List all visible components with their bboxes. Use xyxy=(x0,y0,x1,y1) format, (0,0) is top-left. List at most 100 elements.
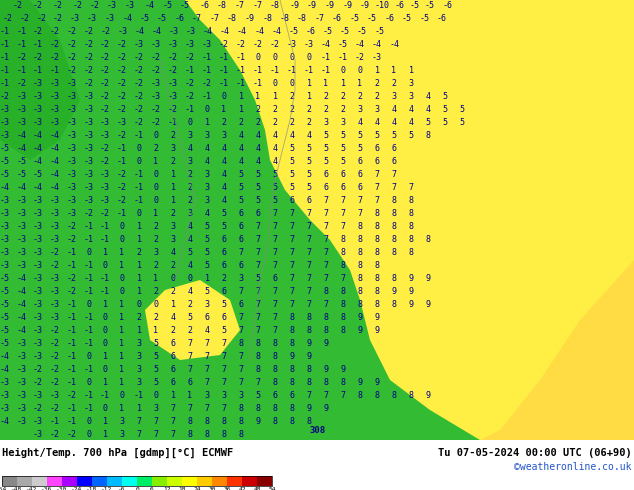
Text: 0: 0 xyxy=(86,377,91,387)
Text: 5: 5 xyxy=(238,170,243,178)
Text: -5: -5 xyxy=(17,170,27,178)
Text: -3: -3 xyxy=(50,299,60,309)
Text: 3: 3 xyxy=(392,92,396,100)
Text: 4: 4 xyxy=(256,156,261,166)
Text: 3: 3 xyxy=(358,104,363,114)
Text: 8: 8 xyxy=(375,209,380,218)
Text: 0: 0 xyxy=(136,209,141,218)
Text: -1: -1 xyxy=(84,365,94,373)
Text: 8: 8 xyxy=(375,261,380,270)
Text: 0: 0 xyxy=(86,299,91,309)
Text: -2: -2 xyxy=(67,287,77,295)
Text: -4: -4 xyxy=(0,365,10,373)
Text: -3: -3 xyxy=(50,104,60,114)
Text: 7: 7 xyxy=(306,299,311,309)
Text: -1: -1 xyxy=(134,196,144,204)
Text: -5: -5 xyxy=(0,339,10,347)
Text: 7: 7 xyxy=(290,235,295,244)
Text: -4: -4 xyxy=(321,40,331,49)
Text: -4: -4 xyxy=(17,130,27,140)
Bar xyxy=(107,476,122,486)
Text: 2: 2 xyxy=(375,92,380,100)
Text: 7: 7 xyxy=(323,261,328,270)
Text: -1: -1 xyxy=(67,377,77,387)
Text: -1: -1 xyxy=(67,416,77,425)
Text: -3: -3 xyxy=(100,182,110,192)
Text: 0: 0 xyxy=(119,221,124,230)
Text: 9: 9 xyxy=(323,404,328,413)
Text: -2: -2 xyxy=(33,365,43,373)
Text: 5: 5 xyxy=(306,170,311,178)
Text: -2: -2 xyxy=(17,52,27,62)
Text: -3: -3 xyxy=(84,170,94,178)
Text: -3: -3 xyxy=(118,26,128,35)
Text: 2: 2 xyxy=(153,261,158,270)
Bar xyxy=(2,476,17,486)
Text: 7: 7 xyxy=(238,313,243,321)
Text: -3: -3 xyxy=(84,156,94,166)
Text: -1: -1 xyxy=(134,130,144,140)
Text: 7: 7 xyxy=(340,391,346,399)
Text: 1: 1 xyxy=(136,325,141,335)
Text: -2: -2 xyxy=(202,78,212,88)
Text: -2: -2 xyxy=(50,261,60,270)
Text: 7: 7 xyxy=(273,299,278,309)
Text: -2: -2 xyxy=(67,235,77,244)
Text: -6: -6 xyxy=(306,26,316,35)
Text: 0: 0 xyxy=(171,273,176,283)
Text: 7: 7 xyxy=(290,299,295,309)
Text: -3: -3 xyxy=(33,273,43,283)
Text: 0: 0 xyxy=(306,52,311,62)
Text: -4: -4 xyxy=(152,26,162,35)
Text: 7: 7 xyxy=(306,261,311,270)
Text: 0: 0 xyxy=(256,52,261,62)
Text: -1: -1 xyxy=(185,66,195,74)
Text: 4: 4 xyxy=(221,144,226,152)
Text: 6: 6 xyxy=(171,339,176,347)
Text: 9: 9 xyxy=(306,339,311,347)
Text: 8: 8 xyxy=(375,391,380,399)
Text: -1: -1 xyxy=(219,66,229,74)
Text: 2: 2 xyxy=(273,104,278,114)
Text: -2: -2 xyxy=(67,430,77,439)
Text: 30: 30 xyxy=(208,487,216,490)
Text: 5: 5 xyxy=(290,144,295,152)
Text: 6: 6 xyxy=(392,144,396,152)
Text: 4: 4 xyxy=(205,209,209,218)
Text: 0: 0 xyxy=(153,299,158,309)
Text: 4: 4 xyxy=(171,247,176,256)
Text: 2: 2 xyxy=(153,313,158,321)
Text: 1: 1 xyxy=(171,391,176,399)
Text: -4: -4 xyxy=(135,26,145,35)
Text: -2: -2 xyxy=(84,209,94,218)
Text: -8: -8 xyxy=(217,0,227,9)
Text: -2: -2 xyxy=(151,104,161,114)
Text: 7: 7 xyxy=(256,299,261,309)
Text: 0: 0 xyxy=(221,92,226,100)
Text: 8: 8 xyxy=(340,313,346,321)
Text: 8: 8 xyxy=(238,404,243,413)
Text: 4: 4 xyxy=(188,287,193,295)
Text: -2: -2 xyxy=(67,221,77,230)
Text: -3: -3 xyxy=(50,209,60,218)
Text: 4: 4 xyxy=(171,313,176,321)
Text: 5: 5 xyxy=(306,156,311,166)
Text: -5: -5 xyxy=(0,156,10,166)
Text: -4: -4 xyxy=(0,182,10,192)
Text: 5: 5 xyxy=(290,182,295,192)
Text: 6: 6 xyxy=(392,156,396,166)
Text: 1: 1 xyxy=(238,92,243,100)
Text: 1: 1 xyxy=(136,261,141,270)
Text: -4: -4 xyxy=(17,325,27,335)
Text: 7: 7 xyxy=(188,339,193,347)
Polygon shape xyxy=(145,280,240,360)
Text: 2: 2 xyxy=(273,118,278,126)
Text: Height/Temp. 700 hPa [gdmp][°C] ECMWF: Height/Temp. 700 hPa [gdmp][°C] ECMWF xyxy=(2,448,233,458)
Text: 7: 7 xyxy=(306,209,311,218)
Text: -3: -3 xyxy=(67,144,77,152)
Text: 3: 3 xyxy=(205,391,209,399)
Text: 7: 7 xyxy=(290,273,295,283)
Text: 1: 1 xyxy=(103,416,108,425)
Text: -9: -9 xyxy=(360,0,370,9)
Text: 8: 8 xyxy=(290,339,295,347)
